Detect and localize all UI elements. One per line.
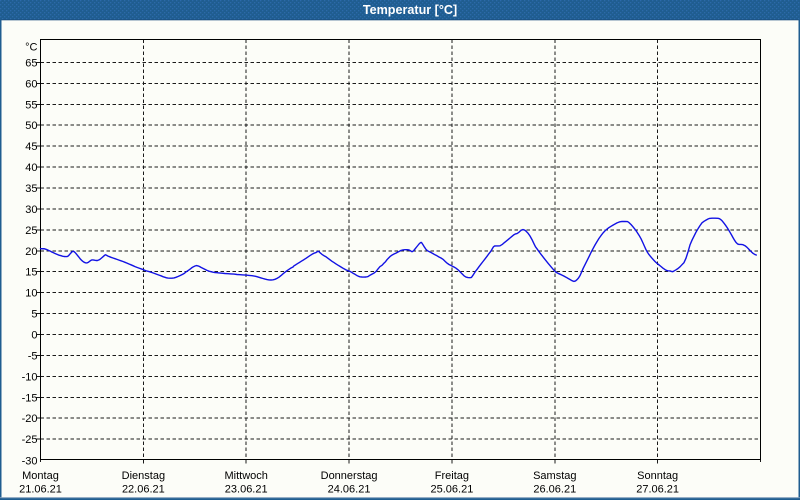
svg-text:°C: °C bbox=[25, 42, 37, 54]
svg-text:Freitag: Freitag bbox=[435, 470, 469, 482]
svg-text:-15: -15 bbox=[22, 392, 38, 404]
svg-text:65: 65 bbox=[25, 57, 37, 69]
svg-text:Samstag: Samstag bbox=[533, 470, 576, 482]
svg-text:25: 25 bbox=[25, 225, 37, 237]
svg-text:26.06.21: 26.06.21 bbox=[533, 484, 576, 496]
svg-text:-10: -10 bbox=[22, 371, 38, 383]
svg-text:35: 35 bbox=[25, 183, 37, 195]
svg-text:5: 5 bbox=[31, 309, 37, 321]
svg-text:20: 20 bbox=[25, 246, 37, 258]
svg-text:-25: -25 bbox=[22, 434, 38, 446]
svg-text:0: 0 bbox=[31, 329, 37, 341]
svg-text:21.06.21: 21.06.21 bbox=[19, 484, 62, 496]
svg-text:Montag: Montag bbox=[22, 470, 59, 482]
svg-text:45: 45 bbox=[25, 141, 37, 153]
svg-text:-20: -20 bbox=[22, 413, 38, 425]
svg-text:40: 40 bbox=[25, 162, 37, 174]
svg-text:15: 15 bbox=[25, 267, 37, 279]
svg-text:Donnerstag: Donnerstag bbox=[321, 470, 378, 482]
svg-text:55: 55 bbox=[25, 99, 37, 111]
svg-text:Sonntag: Sonntag bbox=[637, 470, 678, 482]
svg-text:23.06.21: 23.06.21 bbox=[225, 484, 268, 496]
svg-text:24.06.21: 24.06.21 bbox=[328, 484, 371, 496]
svg-text:Dienstag: Dienstag bbox=[122, 470, 165, 482]
svg-text:-30: -30 bbox=[22, 456, 38, 468]
svg-text:30: 30 bbox=[25, 204, 37, 216]
svg-text:27.06.21: 27.06.21 bbox=[636, 484, 679, 496]
svg-text:Temperatur [°C]: Temperatur [°C] bbox=[363, 3, 457, 17]
svg-text:-5: -5 bbox=[28, 350, 38, 362]
svg-text:22.06.21: 22.06.21 bbox=[122, 484, 165, 496]
svg-text:10: 10 bbox=[25, 288, 37, 300]
svg-text:Mittwoch: Mittwoch bbox=[225, 470, 268, 482]
svg-text:50: 50 bbox=[25, 120, 37, 132]
svg-text:60: 60 bbox=[25, 78, 37, 90]
svg-text:25.06.21: 25.06.21 bbox=[431, 484, 474, 496]
